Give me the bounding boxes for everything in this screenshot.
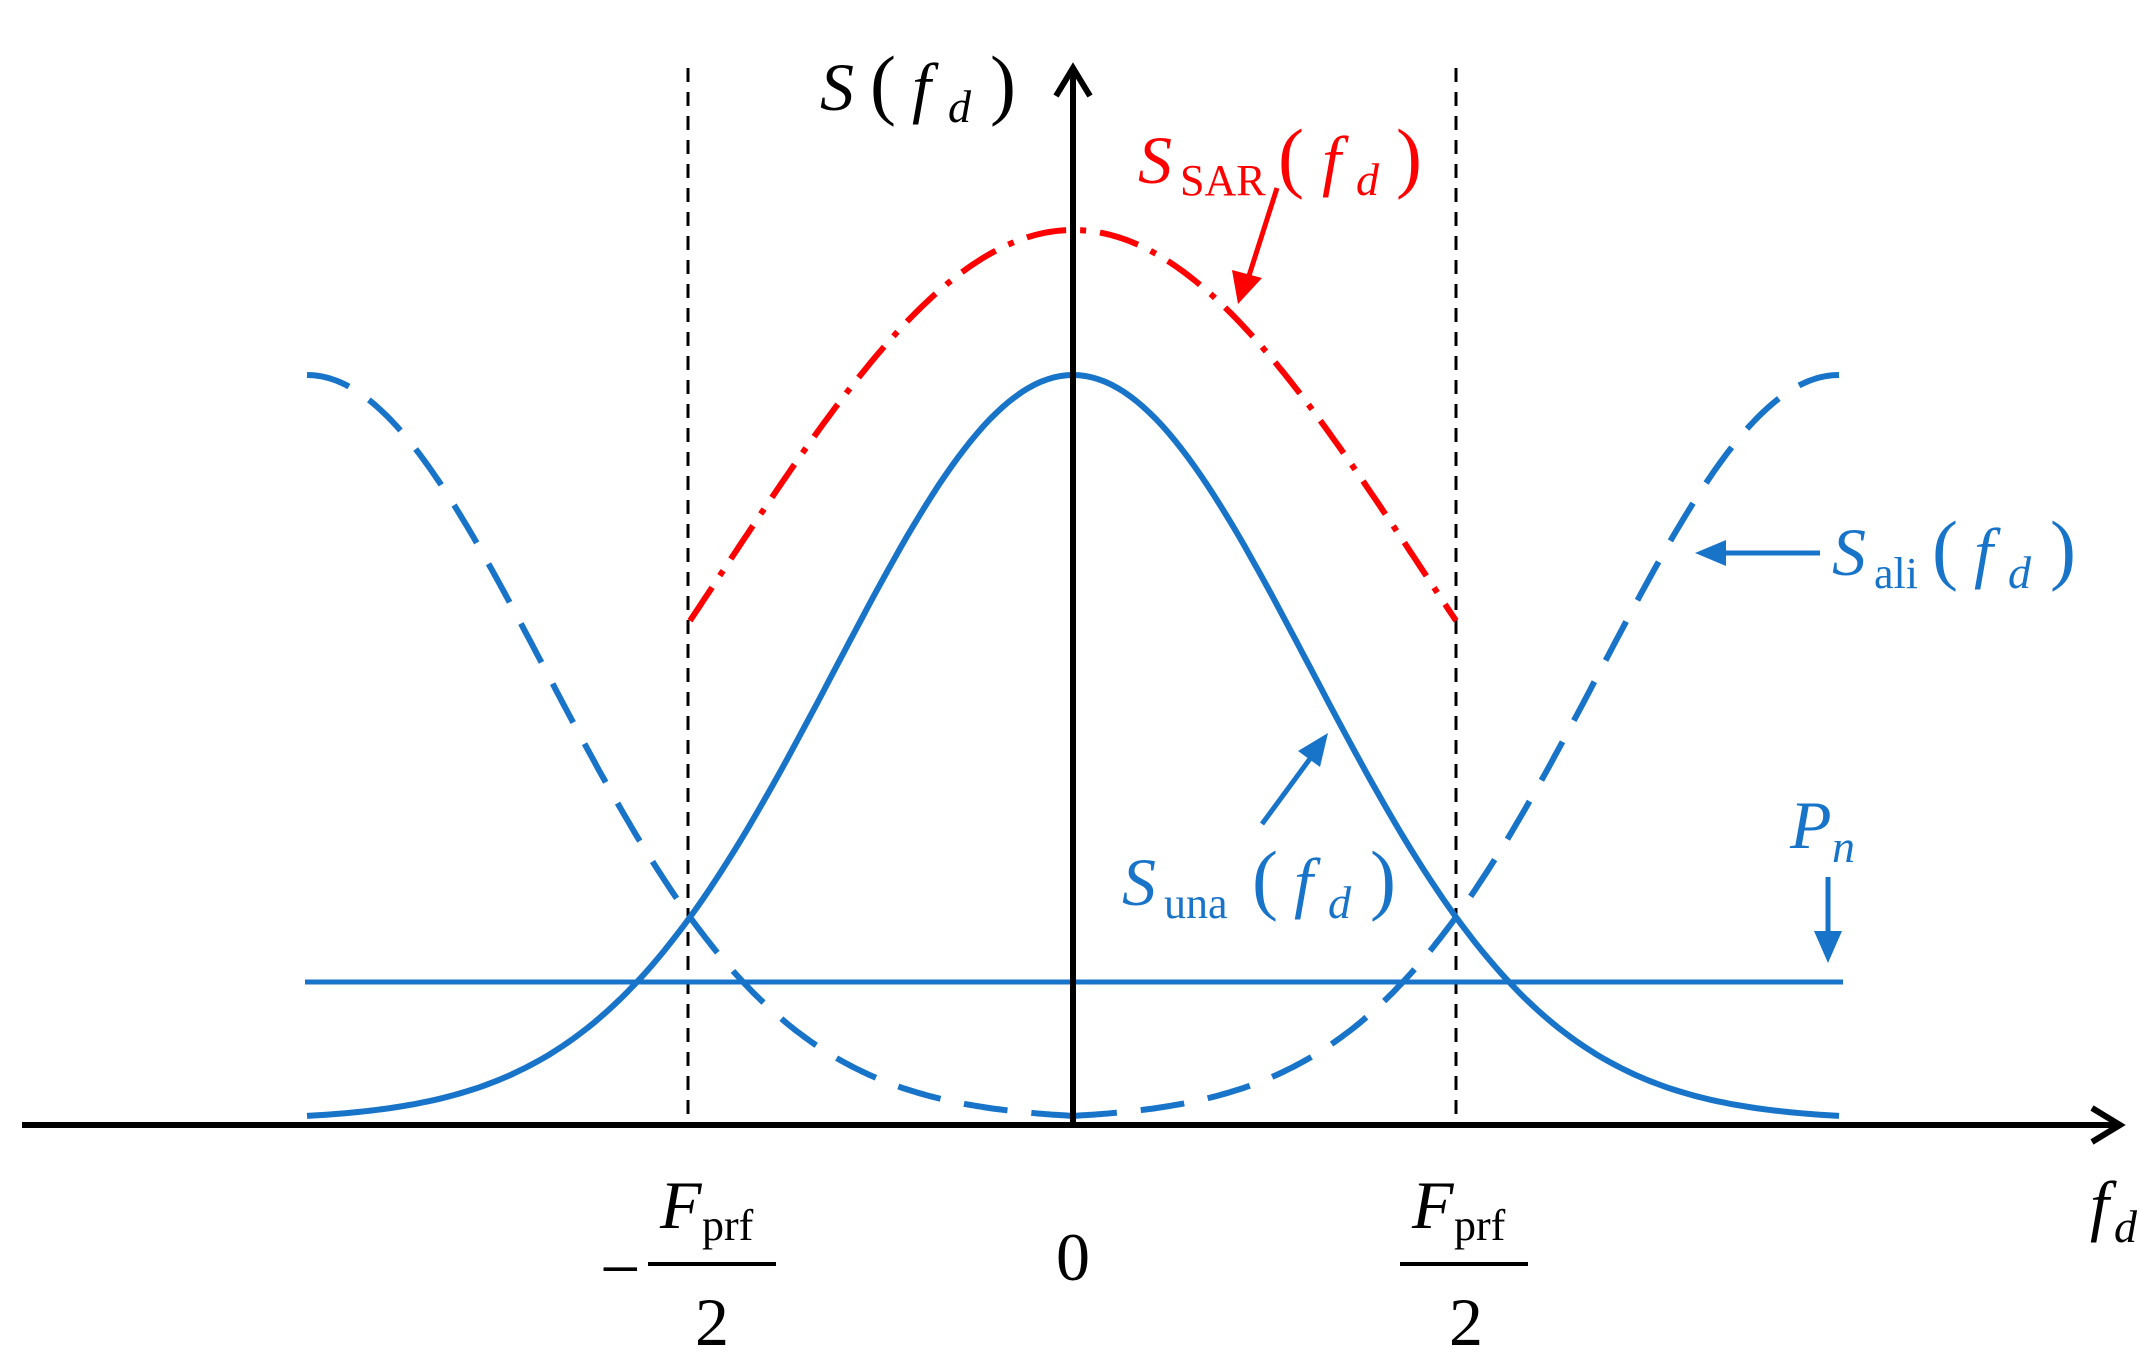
ali-label-f: f [1974,514,2001,590]
tick-pos-num-sub: prf [1454,1201,1506,1250]
pn-callout-arrow [1814,877,1842,963]
tick-neg-den: 2 [695,1284,729,1360]
sar-label-sub: SAR [1180,156,1266,205]
ali-label-sub: ali [1874,549,1918,598]
ali-label-paren-close: ) [2050,505,2076,592]
sar-label-paren-close: ) [1396,113,1422,200]
una-callout-arrow [1259,733,1328,826]
ali-label-fsub: d [2008,547,2032,598]
sar-label-fsub: d [1356,154,1380,205]
una-label-fsub: d [1328,877,1352,928]
pn-label-p: P [1789,787,1832,863]
y-label-sub: d [948,81,972,132]
sar-curve [687,226,1459,623]
una-label-s: S [1122,844,1156,920]
ali-label: S ali ( f d ) [1832,505,2076,598]
ali-label-paren-open: ( [1932,505,1958,592]
ali-curve-left [306,372,1074,1119]
x-label-sub: d [2114,1201,2138,1252]
sar-label-f: f [1322,122,1349,198]
ali-curve-right [1072,372,1840,1119]
sar-label: S SAR ( f d ) [1138,113,1422,205]
tick-pos-den: 2 [1449,1284,1483,1360]
sar-callout-arrow [1232,187,1280,304]
una-label-paren-open: ( [1252,835,1278,922]
sar-label-s: S [1138,122,1172,198]
una-label-sub: una [1164,879,1228,928]
y-label-s: S [820,49,854,125]
y-axis-label: S ( f d ) [820,40,1016,132]
y-label-paren-close: ) [990,40,1016,127]
una-label: S una ( f d ) [1122,835,1396,928]
pn-label: P n [1789,787,1855,872]
ali-callout-arrow [1695,540,1820,566]
tick-pos-num-f: F [1411,1167,1455,1243]
y-label-f: f [912,49,939,125]
ali-label-s: S [1832,514,1866,590]
tick-label-neg-half-prf: − F prf 2 [600,1167,776,1360]
x-label-f: f [2090,1167,2117,1243]
pn-label-sub: n [1832,821,1855,872]
x-axis-arrowhead [2090,1105,2126,1145]
sar-label-paren-open: ( [1278,113,1304,200]
y-axis-arrowhead [1053,62,1093,98]
una-label-f: f [1294,844,1321,920]
tick-neg-num-f: F [659,1167,703,1243]
x-axis-label: f d [2090,1167,2138,1252]
una-label-paren-close: ) [1370,835,1396,922]
tick-neg-minus: − [600,1229,641,1309]
tick-neg-num-sub: prf [702,1201,754,1250]
y-label-paren-open: ( [870,40,896,127]
tick-label-pos-half-prf: F prf 2 [1400,1167,1528,1360]
tick-label-zero: 0 [1056,1219,1090,1295]
